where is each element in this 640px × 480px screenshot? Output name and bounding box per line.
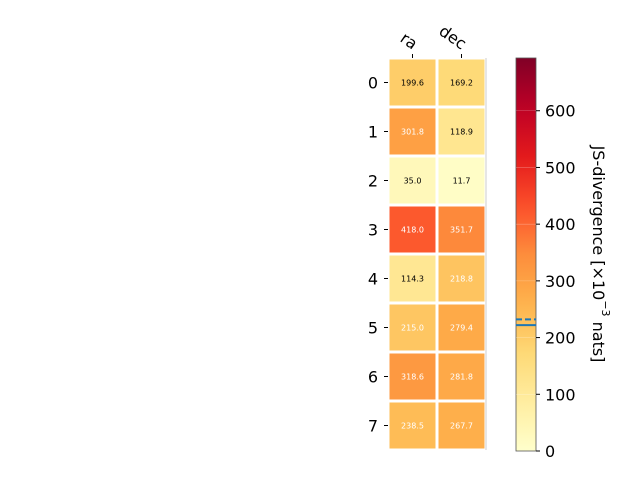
cell-value-label: 118.9 (450, 128, 473, 137)
row-label: 4 (368, 270, 378, 289)
colorbar-label-exponent: −3 (599, 300, 612, 316)
heatmap-cell (389, 206, 436, 253)
colorbar-gradient (515, 57, 537, 452)
cell-value-label: 418.0 (401, 226, 424, 235)
cell-value-label: 35.0 (404, 177, 422, 186)
heatmap-cell (389, 255, 436, 302)
cell-value-label: 199.6 (401, 79, 424, 88)
cell-value-label: 238.5 (401, 422, 424, 431)
cell-value-label: 351.7 (450, 226, 473, 235)
cell-value-label: 218.8 (450, 275, 473, 284)
column-label: dec (436, 21, 470, 53)
row-labels: 0 1 2 3 4 5 6 7 (368, 74, 388, 436)
heatmap-cell (389, 157, 436, 204)
heatmap-cell (389, 402, 436, 449)
colorbar-tick-label: 600 (545, 102, 576, 121)
colorbar: 0 100 200 300 400 500 600 (515, 57, 576, 461)
row-label: 0 (368, 74, 378, 93)
cell-value-label: 215.0 (401, 324, 424, 333)
heatmap-cell (389, 304, 436, 351)
cell-value-label: 301.8 (401, 128, 424, 137)
colorbar-tick-label: 100 (545, 385, 576, 404)
heatmap-cell (438, 59, 485, 106)
column-labels: ra dec (397, 21, 470, 58)
cell-value-label: 318.6 (401, 373, 424, 382)
colorbar-tick-label: 0 (545, 442, 555, 461)
heatmap-cell (438, 157, 485, 204)
cell-value-label: 281.8 (450, 373, 473, 382)
cell-value-label: 11.7 (453, 177, 471, 186)
heatmap-cell (438, 402, 485, 449)
heatmap-cell (438, 255, 485, 302)
colorbar-tick-label: 200 (545, 329, 576, 348)
colorbar-label-suffix: nats] (590, 317, 609, 363)
row-label: 3 (368, 221, 378, 240)
cell-value-label: 169.2 (450, 79, 473, 88)
cell-value-label: 267.7 (450, 422, 473, 431)
heatmap-cell (438, 108, 485, 155)
colorbar-label: JS-divergence [×10−3 nats] (590, 145, 613, 363)
heatmap-cell (438, 206, 485, 253)
colorbar-label-prefix: JS-divergence [×10 (590, 145, 609, 301)
heatmap-cell (438, 304, 485, 351)
colorbar-tick-label: 300 (545, 272, 576, 291)
column-label: ra (397, 28, 421, 53)
heatmap-cell (389, 353, 436, 400)
heatmap-cell (389, 108, 436, 155)
row-label: 5 (368, 319, 378, 338)
colorbar-tick-label: 500 (545, 158, 576, 177)
cell-value-label: 114.3 (401, 275, 424, 284)
colorbar-tick-label: 400 (545, 215, 576, 234)
row-label: 6 (368, 368, 378, 387)
heatmap-cell (389, 59, 436, 106)
row-label: 1 (368, 123, 378, 142)
row-label: 2 (368, 172, 378, 191)
row-label: 7 (368, 417, 378, 436)
heatmap-cells: 199.6 169.2 301.8 118.9 35.0 11.7 418.0 351.7 11… (389, 59, 485, 449)
heatmap-cell (438, 353, 485, 400)
cell-value-label: 279.4 (450, 324, 473, 333)
